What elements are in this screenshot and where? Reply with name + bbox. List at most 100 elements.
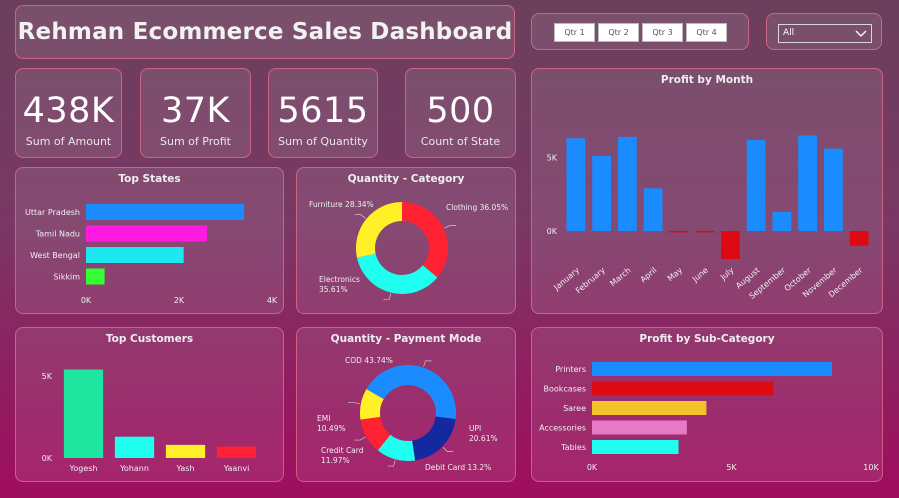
- dropdown-value: All: [783, 28, 795, 38]
- dashboard-title: Rehman Ecommerce Sales Dashboard: [17, 19, 513, 45]
- qtr-2-button[interactable]: Qtr 2: [598, 23, 639, 42]
- bar-june: [695, 231, 715, 233]
- profit-by-subcategory-chart: Printers Bookcases Saree Accessories Tables 0…: [539, 362, 879, 472]
- bar-sikkim: [86, 268, 105, 285]
- slice-electronics: [357, 253, 438, 294]
- x-tick-4k: 4K: [267, 296, 278, 305]
- bar-october: [798, 135, 818, 231]
- leader-line-clothing: [444, 225, 456, 229]
- slice-cod: [366, 365, 456, 420]
- bar-uttar-pradesh: [86, 204, 245, 220]
- bar-september: [772, 211, 792, 231]
- x-label-may: May: [666, 265, 685, 283]
- slice-label-emi-1: 10.49%: [317, 424, 346, 433]
- profit-by-month-title: Profit by Month: [660, 74, 754, 86]
- slice-label-clothing: Clothing 36.05%: [446, 203, 508, 212]
- kpi-value-amount: 438K: [22, 91, 115, 131]
- x-tick-10k: 10K: [863, 463, 879, 472]
- category-label-tamil-nadu: Tamil Nadu: [35, 230, 80, 239]
- kpi-card-amount: 438K Sum of Amount: [15, 68, 122, 158]
- category-label-accessories: Accessories: [539, 424, 586, 433]
- x-label-yash: Yash: [176, 464, 195, 473]
- leader-line-upi: [442, 447, 454, 452]
- top-states-title: Top States: [118, 173, 181, 185]
- profit-by-month-card: Profit by Month 0K 5K January February March…: [531, 68, 883, 314]
- slice-clothing: [402, 202, 448, 278]
- bar-april: [643, 188, 663, 231]
- bar-saree: [592, 401, 707, 415]
- y-tick-5k: 5K: [547, 153, 558, 162]
- quarter-slicer: Qtr 1 Qtr 2 Qtr 3 Qtr 4: [531, 13, 749, 50]
- bar-tables: [592, 440, 679, 454]
- slice-credit-card: [360, 416, 391, 451]
- quantity-payment-mode-card: Quantity - Payment Mode COD 43.74% UPI 20.…: [296, 327, 516, 482]
- top-customers-title: Top Customers: [105, 333, 194, 345]
- bar-march: [617, 136, 637, 231]
- slice-upi: [412, 416, 456, 461]
- qtr-4-button[interactable]: Qtr 4: [686, 23, 727, 42]
- qtr-3-button[interactable]: Qtr 3: [642, 23, 683, 42]
- chevron-down-icon: [855, 30, 867, 37]
- qtr-1-button[interactable]: Qtr 1: [554, 23, 595, 42]
- title-card: Rehman Ecommerce Sales Dashboard: [15, 5, 515, 59]
- bar-accessories: [592, 420, 687, 435]
- slice-label-upi-0: UPI: [469, 424, 481, 433]
- category-label-printers: Printers: [555, 365, 586, 374]
- kpi-value-state: 500: [426, 91, 495, 131]
- bar-yohann: [114, 436, 155, 458]
- x-label-july: July: [718, 265, 736, 282]
- bar-may: [669, 231, 689, 233]
- kpi-card-state: 500 Count of State: [405, 68, 516, 158]
- slice-label-electronics-0: Electronics: [319, 275, 360, 284]
- bar-july: [720, 231, 740, 259]
- quantity-payment-mode-title: Quantity - Payment Mode: [330, 333, 482, 345]
- kpi-card-profit: 37K Sum of Profit: [140, 68, 251, 158]
- x-tick-0k: 0K: [587, 463, 598, 472]
- category-label-saree: Saree: [563, 404, 586, 413]
- bar-february: [592, 155, 612, 231]
- y-tick-0k: 0K: [547, 227, 558, 236]
- slice-label-furniture: Furniture 28.34%: [309, 200, 374, 209]
- bar-yash: [165, 444, 206, 458]
- top-customers-chart: 0K 5K Yogesh Yohann Yash Yaanvi: [42, 369, 257, 473]
- slice-label-credit-card-0: Credit Card: [321, 446, 364, 455]
- x-label-april: April: [639, 266, 659, 285]
- bar-november: [823, 148, 843, 231]
- profit-by-subcategory-title: Profit by Sub-Category: [639, 333, 775, 345]
- slice-debit-card: [377, 434, 416, 461]
- slice-label-credit-card-1: 11.97%: [321, 456, 350, 465]
- kpi-label-state: Count of State: [420, 135, 501, 148]
- slice-label-emi-0: EMI: [317, 414, 330, 423]
- kpi-value-quantity: 5615: [277, 91, 369, 131]
- category-label-uttar-pradesh: Uttar Pradesh: [25, 208, 80, 217]
- x-label-yogesh: Yogesh: [69, 464, 98, 473]
- kpi-value-profit: 37K: [161, 91, 230, 131]
- quantity-category-card: Quantity - Category Clothing 36.05% Elect…: [296, 167, 516, 314]
- top-states-card: Top States Uttar Pradesh Tamil Nadu West B…: [15, 167, 284, 314]
- filter-dropdown[interactable]: All: [778, 24, 872, 43]
- kpi-label-amount: Sum of Amount: [25, 135, 112, 148]
- slice-furniture: [356, 202, 402, 258]
- leader-line-furniture: [354, 214, 366, 219]
- x-tick-2k: 2K: [174, 296, 185, 305]
- leader-line-credit-card: [354, 436, 366, 441]
- x-label-yohann: Yohann: [119, 464, 149, 473]
- slice-label-upi-1: 20.61%: [469, 434, 498, 443]
- leader-line-cod: [423, 360, 432, 367]
- bar-december: [849, 231, 869, 246]
- leader-line-electronics: [383, 293, 392, 300]
- category-label-tables: Tables: [560, 443, 586, 452]
- bar-printers: [592, 362, 832, 376]
- bar-tamil-nadu: [86, 225, 207, 242]
- bar-west-bengal: [86, 247, 184, 263]
- leader-line-emi: [348, 402, 360, 405]
- category-label-west-bengal: West Bengal: [30, 251, 80, 260]
- slice-emi: [360, 389, 384, 420]
- y-tick-0k: 0K: [42, 454, 53, 463]
- kpi-label-quantity: Sum of Quantity: [278, 135, 368, 148]
- bar-yogesh: [63, 369, 104, 458]
- top-states-chart: Uttar Pradesh Tamil Nadu West Bengal Sikkim…: [25, 204, 278, 305]
